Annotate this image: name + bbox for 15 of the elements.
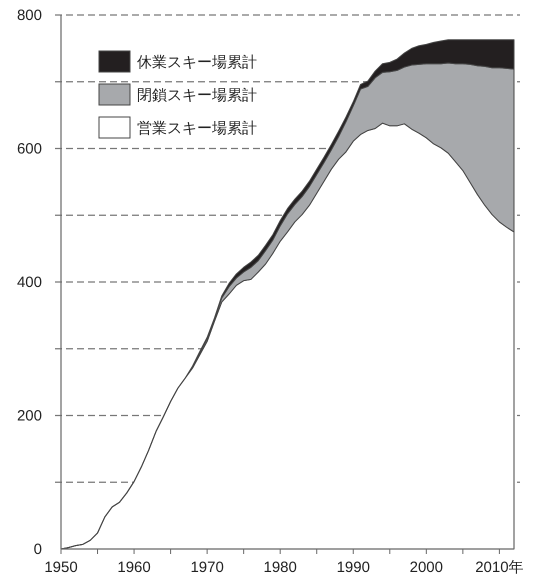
x-tick-label: 1960	[117, 559, 151, 576]
legend-label: 営業スキー場累計	[137, 120, 257, 137]
x-tick-label: 1990	[336, 559, 370, 576]
y-tick-label: 600	[16, 140, 42, 158]
x-tick-label: 1980	[264, 559, 297, 576]
y-tick-label: 200	[16, 408, 42, 424]
y-tick-label: 800	[16, 7, 42, 24]
y-tick-label: 400	[16, 274, 42, 291]
x-tick-label: 1950	[44, 559, 78, 576]
x-tick-label: 2010年	[475, 559, 524, 576]
legend-label: 休業スキー場累計	[137, 54, 257, 71]
x-tick-label: 1970	[190, 559, 224, 576]
x-tick-label: 2000	[410, 559, 444, 576]
legend-label: 閉鎖スキー場累計	[137, 87, 257, 104]
y-tick-label: 0	[34, 541, 42, 558]
